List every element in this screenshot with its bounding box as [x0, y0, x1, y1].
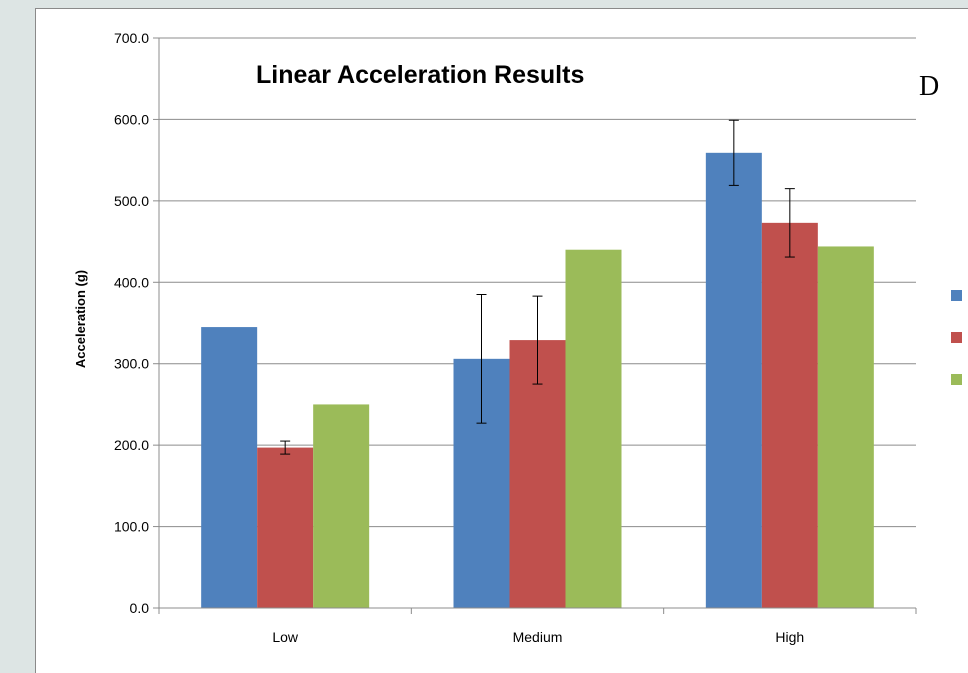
- bar-medium-series3: [565, 249, 622, 608]
- bar-low-series3: [313, 404, 370, 608]
- legend-swatch: [951, 290, 962, 301]
- x-category-label: High: [775, 629, 804, 645]
- bar-high-series1: [705, 152, 762, 609]
- bar-medium-series2: [509, 340, 566, 608]
- y-tick-label: 100.0: [114, 519, 149, 535]
- bar-high-series2: [761, 222, 818, 609]
- legend-swatch: [951, 374, 962, 385]
- x-category-label: Medium: [513, 629, 563, 645]
- y-tick-label: 200.0: [114, 437, 149, 453]
- y-axis-label: Acceleration (g): [73, 270, 88, 368]
- panel-letter: D: [919, 71, 939, 102]
- legend-swatch: [951, 332, 962, 343]
- y-tick-label: 400.0: [114, 274, 149, 290]
- bar-chart: 0.0 100.0 200.0 300.0 400.0 500.0 600.0 700.0 Lo…: [73, 30, 962, 645]
- y-tick-label: 300.0: [114, 356, 149, 372]
- bar-high-series3: [817, 246, 874, 608]
- y-tick-label: 0.0: [130, 600, 150, 616]
- bar-low-series2: [257, 447, 314, 608]
- y-tick-label: 700.0: [114, 30, 149, 46]
- bar-low-series1: [201, 327, 258, 608]
- y-tick-label: 500.0: [114, 193, 149, 209]
- chart-title: Linear Acceleration Results: [256, 61, 584, 89]
- x-category-label: Low: [272, 629, 299, 645]
- chart-panel: 0.0 100.0 200.0 300.0 400.0 500.0 600.0 700.0 Lo…: [35, 8, 968, 673]
- y-tick-label: 600.0: [114, 111, 149, 127]
